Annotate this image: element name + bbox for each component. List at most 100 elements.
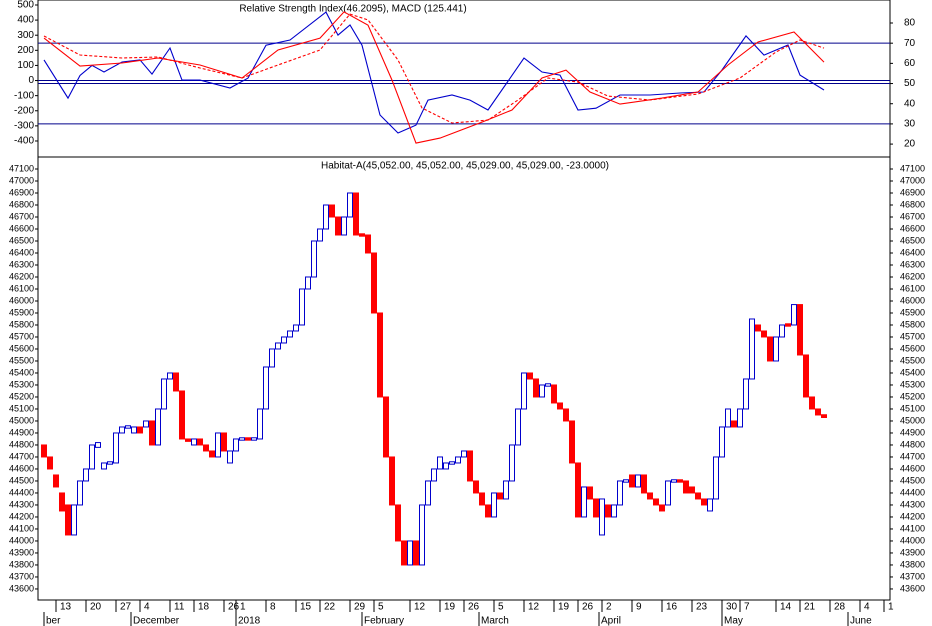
y-tick-label: 45600 (9, 343, 34, 353)
y-tick-label: -100 (14, 90, 34, 101)
candle (677, 479, 683, 483)
candle (245, 437, 251, 441)
y2-tick-label: 45800 (900, 319, 925, 329)
x-tick-label: 18 (198, 602, 210, 613)
x-tick-label: 22 (324, 602, 336, 613)
y2-tick-label: 46500 (900, 235, 925, 245)
candle (575, 462, 581, 518)
candle (107, 461, 113, 465)
y-tick-label: 43900 (9, 547, 34, 557)
y-tick-label: 46900 (9, 187, 34, 197)
y-tick-label: 43600 (9, 583, 34, 593)
candle (683, 480, 689, 494)
candle (209, 450, 215, 458)
y-tick-label: -300 (14, 121, 34, 132)
y2-tick-label: 45700 (900, 331, 925, 341)
candle (671, 479, 677, 483)
candle (143, 420, 149, 428)
y2-tick-label: 30 (904, 119, 916, 130)
y-tick-label: 45500 (9, 355, 34, 365)
candle (263, 366, 269, 410)
y2-tick-label: 40 (904, 98, 916, 109)
candle (113, 432, 119, 464)
series-line (43, 11, 825, 144)
y-tick-label: 46700 (9, 211, 34, 221)
candle (785, 323, 791, 327)
y-tick-label: 46500 (9, 235, 34, 245)
y2-tick-label: 46400 (900, 247, 925, 257)
candle (707, 498, 713, 512)
candle (803, 354, 809, 398)
y-tick-label: 500 (17, 0, 34, 11)
y-tick-label: -200 (14, 105, 34, 116)
candle (311, 240, 317, 278)
candle (569, 420, 575, 464)
y-tick-label: 46300 (9, 259, 34, 269)
y2-tick-label: 44400 (900, 487, 925, 497)
y-tick-label: 46800 (9, 199, 34, 209)
y-tick-label: 43700 (9, 571, 34, 581)
y-tick-label: 45000 (9, 415, 34, 425)
y-tick-label: 44700 (9, 451, 34, 461)
x-tick-label: 28 (834, 602, 846, 613)
series-line (43, 11, 825, 134)
candle (647, 492, 653, 500)
y2-tick-label: 43600 (900, 583, 925, 593)
candle (557, 402, 563, 410)
x-tick-label: 19 (444, 602, 456, 613)
candle (203, 444, 209, 452)
candle (497, 492, 503, 500)
candle (77, 480, 83, 506)
candle (797, 304, 803, 356)
y2-tick-label: 46900 (900, 187, 925, 197)
x-tick-label: 26 (468, 602, 480, 613)
month-label: May (724, 616, 743, 626)
x-tick-label: 15 (300, 602, 312, 613)
x-tick-label: 16 (666, 602, 678, 613)
candle (257, 408, 263, 440)
x-tick-label: 7 (744, 602, 750, 613)
candle (239, 437, 245, 441)
candle (713, 456, 719, 500)
candle (407, 540, 413, 566)
indicator-title: Relative Strength Index(46.2095), MACD (… (239, 4, 466, 15)
candle (587, 486, 593, 500)
candle (305, 276, 311, 290)
y-tick-label: 44600 (9, 463, 34, 473)
y-tick-label: 44400 (9, 487, 34, 497)
candle (419, 504, 425, 566)
y-tick-label: 47100 (9, 163, 34, 173)
y2-tick-label: 60 (904, 58, 916, 69)
candle (689, 486, 695, 494)
candle (605, 504, 611, 518)
x-tick-label: 14 (780, 602, 792, 613)
candle (167, 372, 173, 380)
y2-tick-label: 44000 (900, 535, 925, 545)
y-tick-label: 46100 (9, 283, 34, 293)
candle (323, 204, 329, 230)
month-label: February (364, 616, 404, 626)
candle (485, 504, 491, 518)
y-tick-label: 45900 (9, 307, 34, 317)
candle (227, 450, 233, 464)
y2-tick-label: 47000 (900, 175, 925, 185)
candle (401, 540, 407, 566)
x-tick-label: 13 (60, 602, 72, 613)
x-tick-label: 5 (378, 602, 384, 613)
candle (761, 330, 767, 338)
candle (269, 348, 275, 368)
x-tick-label: 1 (888, 602, 894, 613)
x-tick-label: 30 (726, 602, 738, 613)
candle (473, 480, 479, 494)
y-tick-label: 400 (17, 15, 34, 26)
candle (737, 408, 743, 428)
candle (83, 468, 89, 482)
candle (383, 396, 389, 458)
candle (479, 492, 485, 506)
candle (731, 420, 737, 428)
y2-tick-label: 44600 (900, 463, 925, 473)
y2-tick-label: 20 (904, 139, 916, 150)
x-tick-label: 2 (606, 602, 612, 613)
candle (413, 540, 419, 566)
candle (665, 480, 671, 506)
